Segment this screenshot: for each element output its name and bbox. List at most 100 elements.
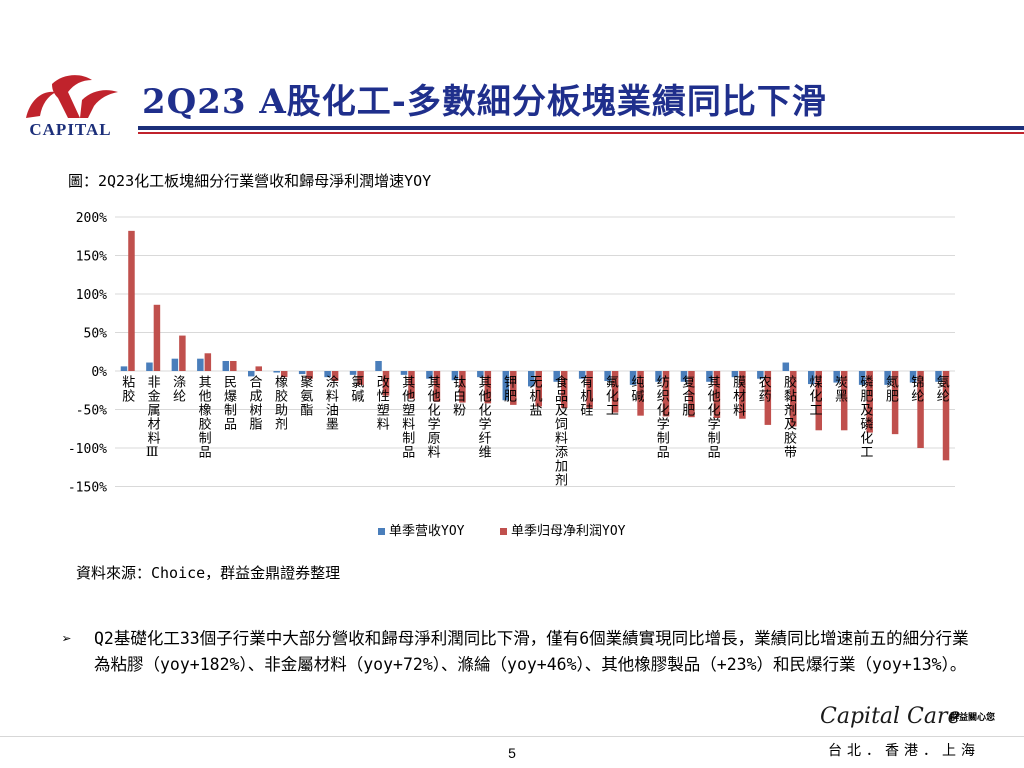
x-tick-label: 复合肥 [679,375,695,417]
bar-revenue-yoy [426,371,433,379]
capital-care-brand: Capital Care 群益關心您 [820,700,1020,740]
bar-net-profit-yoy [688,371,695,418]
bar-revenue-yoy [858,371,866,385]
figure-title: 圖：2Q23化工板塊細分行業營收和歸母淨利潤增速YOY [68,172,432,190]
bullet-text: Q2基礎化工33個子行業中大部分營收和歸母淨利潤同比下滑，僅有6個業績實現同比增… [94,629,969,674]
bar-net-profit-yoy [280,371,288,378]
y-tick-label: 200% [76,211,107,226]
x-tick-label: 民爆制品 [221,375,237,431]
bar-net-profit-yoy [484,371,492,404]
bar-revenue-yoy [655,371,662,382]
x-tick-label: 氨纶 [934,375,950,403]
bar-net-profit-yoy [306,371,313,379]
bar-revenue-yoy [808,371,815,385]
bird-logo-icon [26,75,118,118]
x-tick-label: 粘胶 [119,375,134,403]
y-tick-label: -150% [68,481,107,496]
title-underline [138,126,1024,130]
x-tick-label: 有机硅 [577,375,593,417]
x-tick-label: 煤化工 [807,375,823,417]
bar-revenue-yoy [451,371,459,381]
bar-net-profit-yoy [433,371,441,402]
bar-net-profit-yoy [586,371,593,408]
x-tick-label: 涂料油墨 [323,374,339,431]
bar-net-profit-yoy [790,371,797,427]
x-tick-label: 合成树脂 [247,375,263,431]
bar-net-profit-yoy [408,371,415,399]
bar-revenue-yoy [935,371,942,382]
x-tick-label: 胶黏剂及胶带 [781,374,797,459]
x-tick-label: 氮肥 [883,375,899,403]
legend-label: 单季营收YOY [389,524,465,539]
title-underline-accent [138,132,1024,134]
bar-chart: 200% 150% 100% 50% 0% -50% -100% -150% 粘胶 非金属材料Ⅲ 涤… [68,211,955,539]
x-tick-label: 纯碱 [628,375,644,403]
bar-revenue-yoy [248,371,255,377]
bar-revenue-yoy [502,371,510,401]
x-tick-label: 改性塑料 [374,375,390,431]
bar-net-profit-yoy [560,371,568,408]
x-tick-label: 其他化学原料 [425,375,441,459]
x-tick-label: 纺织化学制品 [654,375,670,459]
y-tick-label: 150% [76,250,107,265]
x-tick-label: 磷肥及磷化工 [857,375,873,459]
y-tick-label: 0% [91,365,107,380]
bar-revenue-yoy [604,371,611,382]
bar-revenue-yoy [528,371,535,387]
logo-text: CAPITAL [29,120,112,139]
bar-net-profit-yoy [942,371,950,461]
x-tick-label: 非金属材料Ⅲ [145,375,161,461]
x-tick-label: 其他化学纤维 [476,375,492,459]
bar-net-profit-yoy [840,371,848,431]
bar-net-profit-yoy [637,371,644,416]
capital-care-logo: Capital Care [820,704,961,729]
bar-net-profit-yoy [510,371,517,405]
legend-swatch [378,528,385,535]
bar-net-profit-yoy [917,371,924,448]
bar-net-profit-yoy [382,371,390,396]
y-tick-label: -100% [68,442,107,457]
bar-revenue-yoy [298,371,306,375]
x-tick-label: 食品及饲料添加剂 [552,374,568,487]
x-tick-label: 其他塑料制品 [399,375,415,459]
y-tick-label: -50% [76,404,107,419]
x-tick-label: 聚氨酯 [297,375,313,417]
x-tick-label: 其他化学制品 [705,375,721,459]
legend-swatch [500,528,507,535]
bar-revenue-yoy [757,371,764,379]
legend-label: 单季归母净利润YOY [511,524,626,539]
x-tick-label: 无机盐 [527,375,543,417]
page-title: 2Q23 A股化工-多數細分板塊業績同比下滑 [142,82,827,122]
bar-net-profit-yoy [204,353,212,371]
bar-net-profit-yoy [357,371,364,385]
bar-net-profit-yoy [331,371,339,382]
bar-revenue-yoy [146,362,153,371]
bar-revenue-yoy [782,362,790,371]
x-tick-label: 氟化工 [603,375,619,417]
bar-net-profit-yoy [611,371,619,413]
x-tick-label: 涤纶 [170,375,186,403]
bar-net-profit-yoy [230,360,237,371]
bar-net-profit-yoy [739,371,746,419]
bar-revenue-yoy [222,360,230,371]
x-tick-label: 钾肥 [501,375,516,403]
bar-revenue-yoy [400,371,408,375]
bar-net-profit-yoy [891,371,899,435]
bar-revenue-yoy [909,371,917,383]
bar-net-profit-yoy [128,230,135,371]
bar-revenue-yoy [349,371,357,375]
y-tick-label: 100% [76,288,107,303]
x-tick-label: 炭黑 [832,375,848,403]
bar-net-profit-yoy [815,371,822,431]
x-tick-label: 橡胶助剂 [272,375,288,431]
bar-revenue-yoy [273,371,280,373]
x-tick-label: 锦纶 [908,375,924,403]
bar-revenue-yoy [553,371,560,382]
bar-revenue-yoy [578,371,586,379]
bar-revenue-yoy [197,358,204,371]
bar-net-profit-yoy [713,371,721,418]
x-tick-label: 氯碱 [348,375,364,403]
bar-revenue-yoy [324,371,331,378]
office-cities: 台北．香港．上海 [828,743,980,759]
bar-net-profit-yoy [535,371,542,407]
